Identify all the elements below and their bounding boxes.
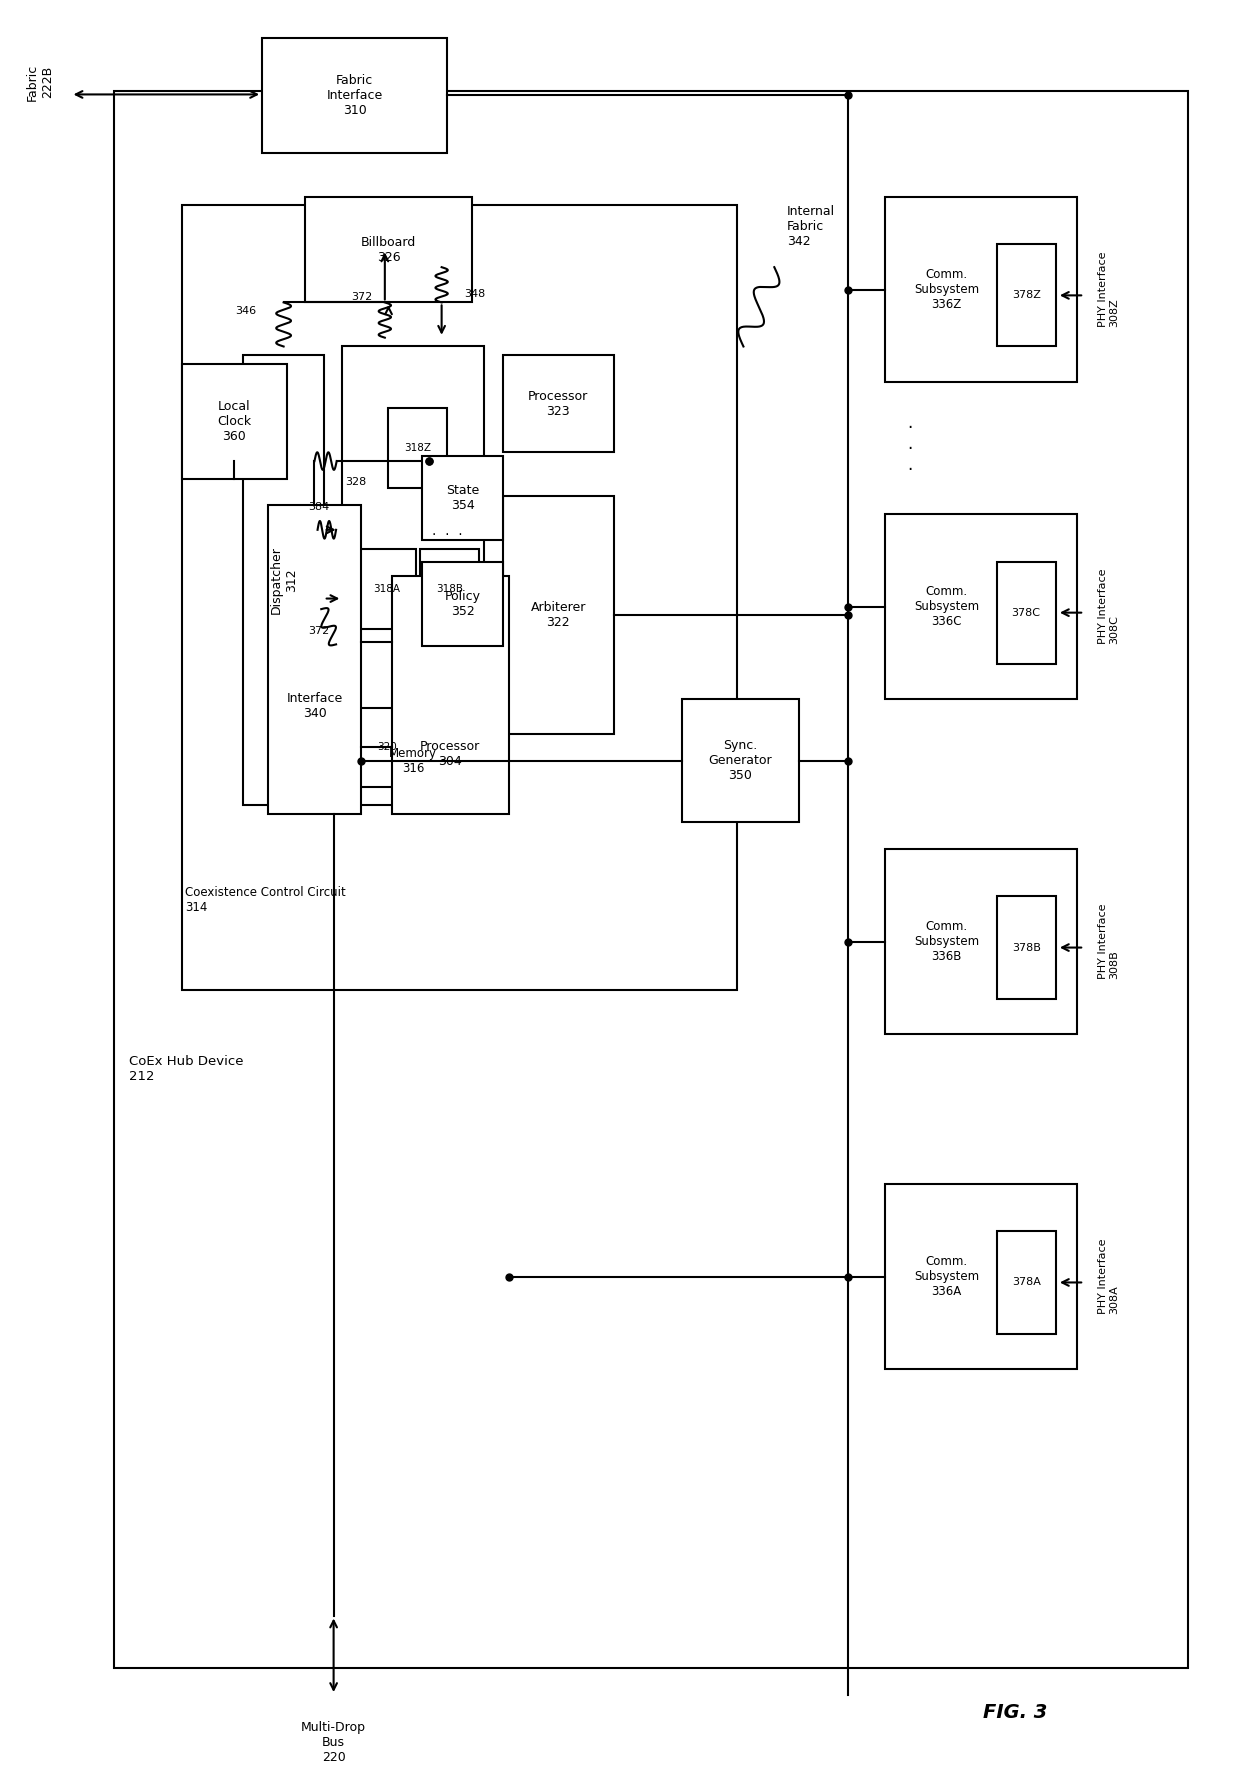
Text: 346: 346	[236, 306, 257, 316]
Text: State
354: State 354	[446, 483, 479, 512]
Bar	[423, 455, 502, 540]
Bar	[262, 37, 448, 153]
Text: PHY Interface
308C: PHY Interface 308C	[1097, 569, 1120, 645]
Text: 378Z: 378Z	[1012, 290, 1040, 300]
Bar	[182, 364, 286, 478]
Text: CoEx Hub Device
212: CoEx Hub Device 212	[129, 1056, 243, 1082]
Text: PHY Interface
308A: PHY Interface 308A	[1097, 1239, 1120, 1313]
Bar	[114, 91, 1188, 1669]
Text: 372: 372	[309, 626, 330, 636]
Bar	[885, 514, 1076, 698]
Text: Comm.
Subsystem
336C: Comm. Subsystem 336C	[914, 585, 980, 627]
Text: 378C: 378C	[1012, 608, 1040, 618]
Text: Fabric
222B: Fabric 222B	[26, 64, 53, 101]
Bar	[357, 707, 417, 787]
Text: Local
Clock
360: Local Clock 360	[217, 400, 252, 442]
Bar	[243, 355, 324, 805]
Text: 372: 372	[351, 291, 372, 302]
Text: Policy
352: Policy 352	[445, 590, 481, 618]
Bar	[392, 576, 508, 814]
Text: 348: 348	[464, 288, 485, 299]
Text: Sync.
Generator
350: Sync. Generator 350	[708, 739, 773, 782]
Bar	[268, 505, 361, 814]
Bar	[420, 549, 480, 629]
Bar	[997, 562, 1055, 665]
Text: Internal
Fabric
342: Internal Fabric 342	[786, 206, 835, 249]
Text: Fabric
Interface
310: Fabric Interface 310	[326, 75, 383, 117]
Text: Coexistence Control Circuit
314: Coexistence Control Circuit 314	[186, 887, 346, 913]
Bar	[997, 1231, 1055, 1333]
Bar	[885, 849, 1076, 1034]
Text: 384: 384	[309, 501, 330, 512]
Text: Dispatcher
312: Dispatcher 312	[269, 546, 298, 615]
Text: 318A: 318A	[373, 585, 401, 594]
Text: Comm.
Subsystem
336Z: Comm. Subsystem 336Z	[914, 268, 980, 311]
Bar	[342, 347, 484, 805]
Text: Interface
340: Interface 340	[286, 691, 342, 720]
Text: FIG. 3: FIG. 3	[983, 1702, 1048, 1722]
Text: 328: 328	[345, 478, 367, 487]
Text: PHY Interface
308B: PHY Interface 308B	[1097, 904, 1120, 979]
Bar	[182, 206, 738, 990]
Text: PHY Interface
308Z: PHY Interface 308Z	[1097, 252, 1120, 327]
Bar	[305, 197, 472, 302]
Text: Comm.
Subsystem
336A: Comm. Subsystem 336A	[914, 1255, 980, 1297]
Bar	[885, 1183, 1076, 1368]
Bar	[502, 496, 614, 734]
Bar	[885, 197, 1076, 382]
Text: Comm.
Subsystem
336B: Comm. Subsystem 336B	[914, 920, 980, 963]
Text: ·
·
·: · · ·	[908, 419, 913, 478]
Bar	[388, 409, 448, 487]
Bar	[682, 698, 799, 823]
Text: 318B: 318B	[436, 585, 464, 594]
Text: Arbiterer
322: Arbiterer 322	[531, 601, 587, 629]
Text: 320: 320	[377, 743, 397, 752]
Text: 318Z: 318Z	[404, 442, 432, 453]
Text: 378B: 378B	[1012, 942, 1040, 952]
Text: Billboard
326: Billboard 326	[361, 236, 417, 263]
Bar	[502, 355, 614, 453]
Text: Processor
323: Processor 323	[528, 389, 589, 418]
Bar	[997, 243, 1055, 347]
Text: ·  ·  ·: · · ·	[432, 528, 463, 542]
Bar	[997, 896, 1055, 999]
Bar	[357, 549, 417, 629]
Text: Multi-Drop
Bus
220: Multi-Drop Bus 220	[301, 1722, 366, 1765]
Text: Memory
316: Memory 316	[389, 746, 438, 775]
Text: 378A: 378A	[1012, 1278, 1040, 1288]
Bar	[423, 562, 502, 647]
Text: Processor
304: Processor 304	[420, 739, 480, 768]
